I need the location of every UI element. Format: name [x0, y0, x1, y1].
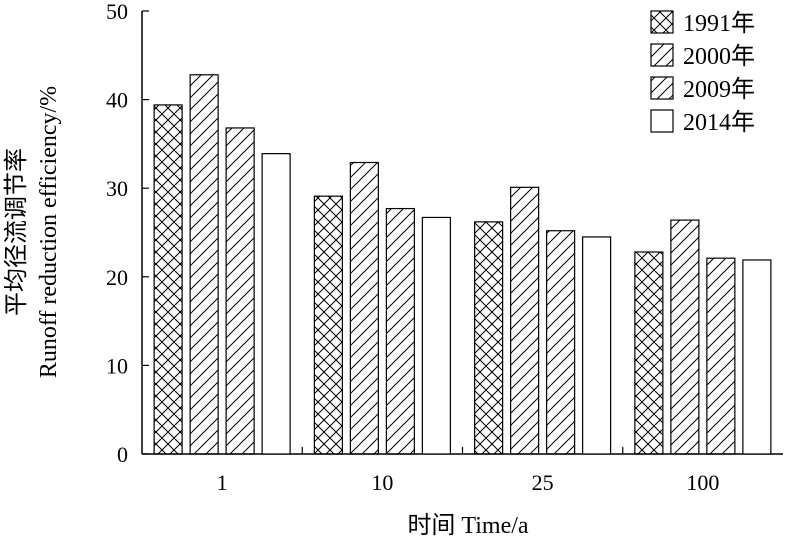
bar — [385, 207, 415, 455]
legend: 1991年 2000年 2009年 2014年 — [650, 10, 755, 136]
bar — [510, 186, 540, 455]
x-axis-title: 时间 Time/a — [407, 512, 528, 539]
y-tick-label: 50 — [106, 0, 128, 24]
y-tick-label: 20 — [106, 265, 128, 290]
legend-label: 2014年 — [683, 109, 755, 136]
y-tick-label: 0 — [117, 442, 128, 467]
x-tick-label: 1 — [217, 470, 228, 495]
bar — [261, 153, 291, 455]
tick-labels: 0 10 20 30 40 50 1 10 25 100 — [106, 0, 719, 495]
legend-label: 2009年 — [683, 76, 755, 103]
bar — [742, 259, 772, 455]
x-tick-label: 25 — [532, 470, 554, 495]
legend-swatch — [650, 76, 674, 100]
y-tick-label: 10 — [106, 353, 128, 378]
bar — [313, 195, 343, 455]
bar — [421, 216, 451, 455]
x-tick-label: 100 — [686, 470, 719, 495]
bar — [474, 221, 504, 455]
bar — [225, 127, 255, 455]
x-tick-label: 10 — [371, 470, 393, 495]
bar — [546, 230, 576, 455]
y-axis-title-line2: Runoff reduction efficiency/% — [36, 86, 62, 378]
bar — [670, 219, 700, 455]
bar — [582, 236, 612, 455]
bar — [706, 257, 736, 455]
legend-swatch — [650, 10, 674, 34]
legend-swatch — [650, 109, 674, 133]
y-axis-title-line1: 平均径流调节率 — [3, 148, 30, 316]
y-tick-label: 30 — [106, 176, 128, 201]
legend-label: 2000年 — [683, 43, 755, 70]
bar — [153, 104, 183, 455]
bars — [153, 74, 772, 455]
legend-label: 1991年 — [683, 10, 755, 37]
y-tick-label: 40 — [106, 88, 128, 113]
bar — [349, 161, 379, 455]
bar — [634, 251, 664, 455]
bar — [189, 74, 219, 455]
legend-swatch — [650, 43, 674, 67]
